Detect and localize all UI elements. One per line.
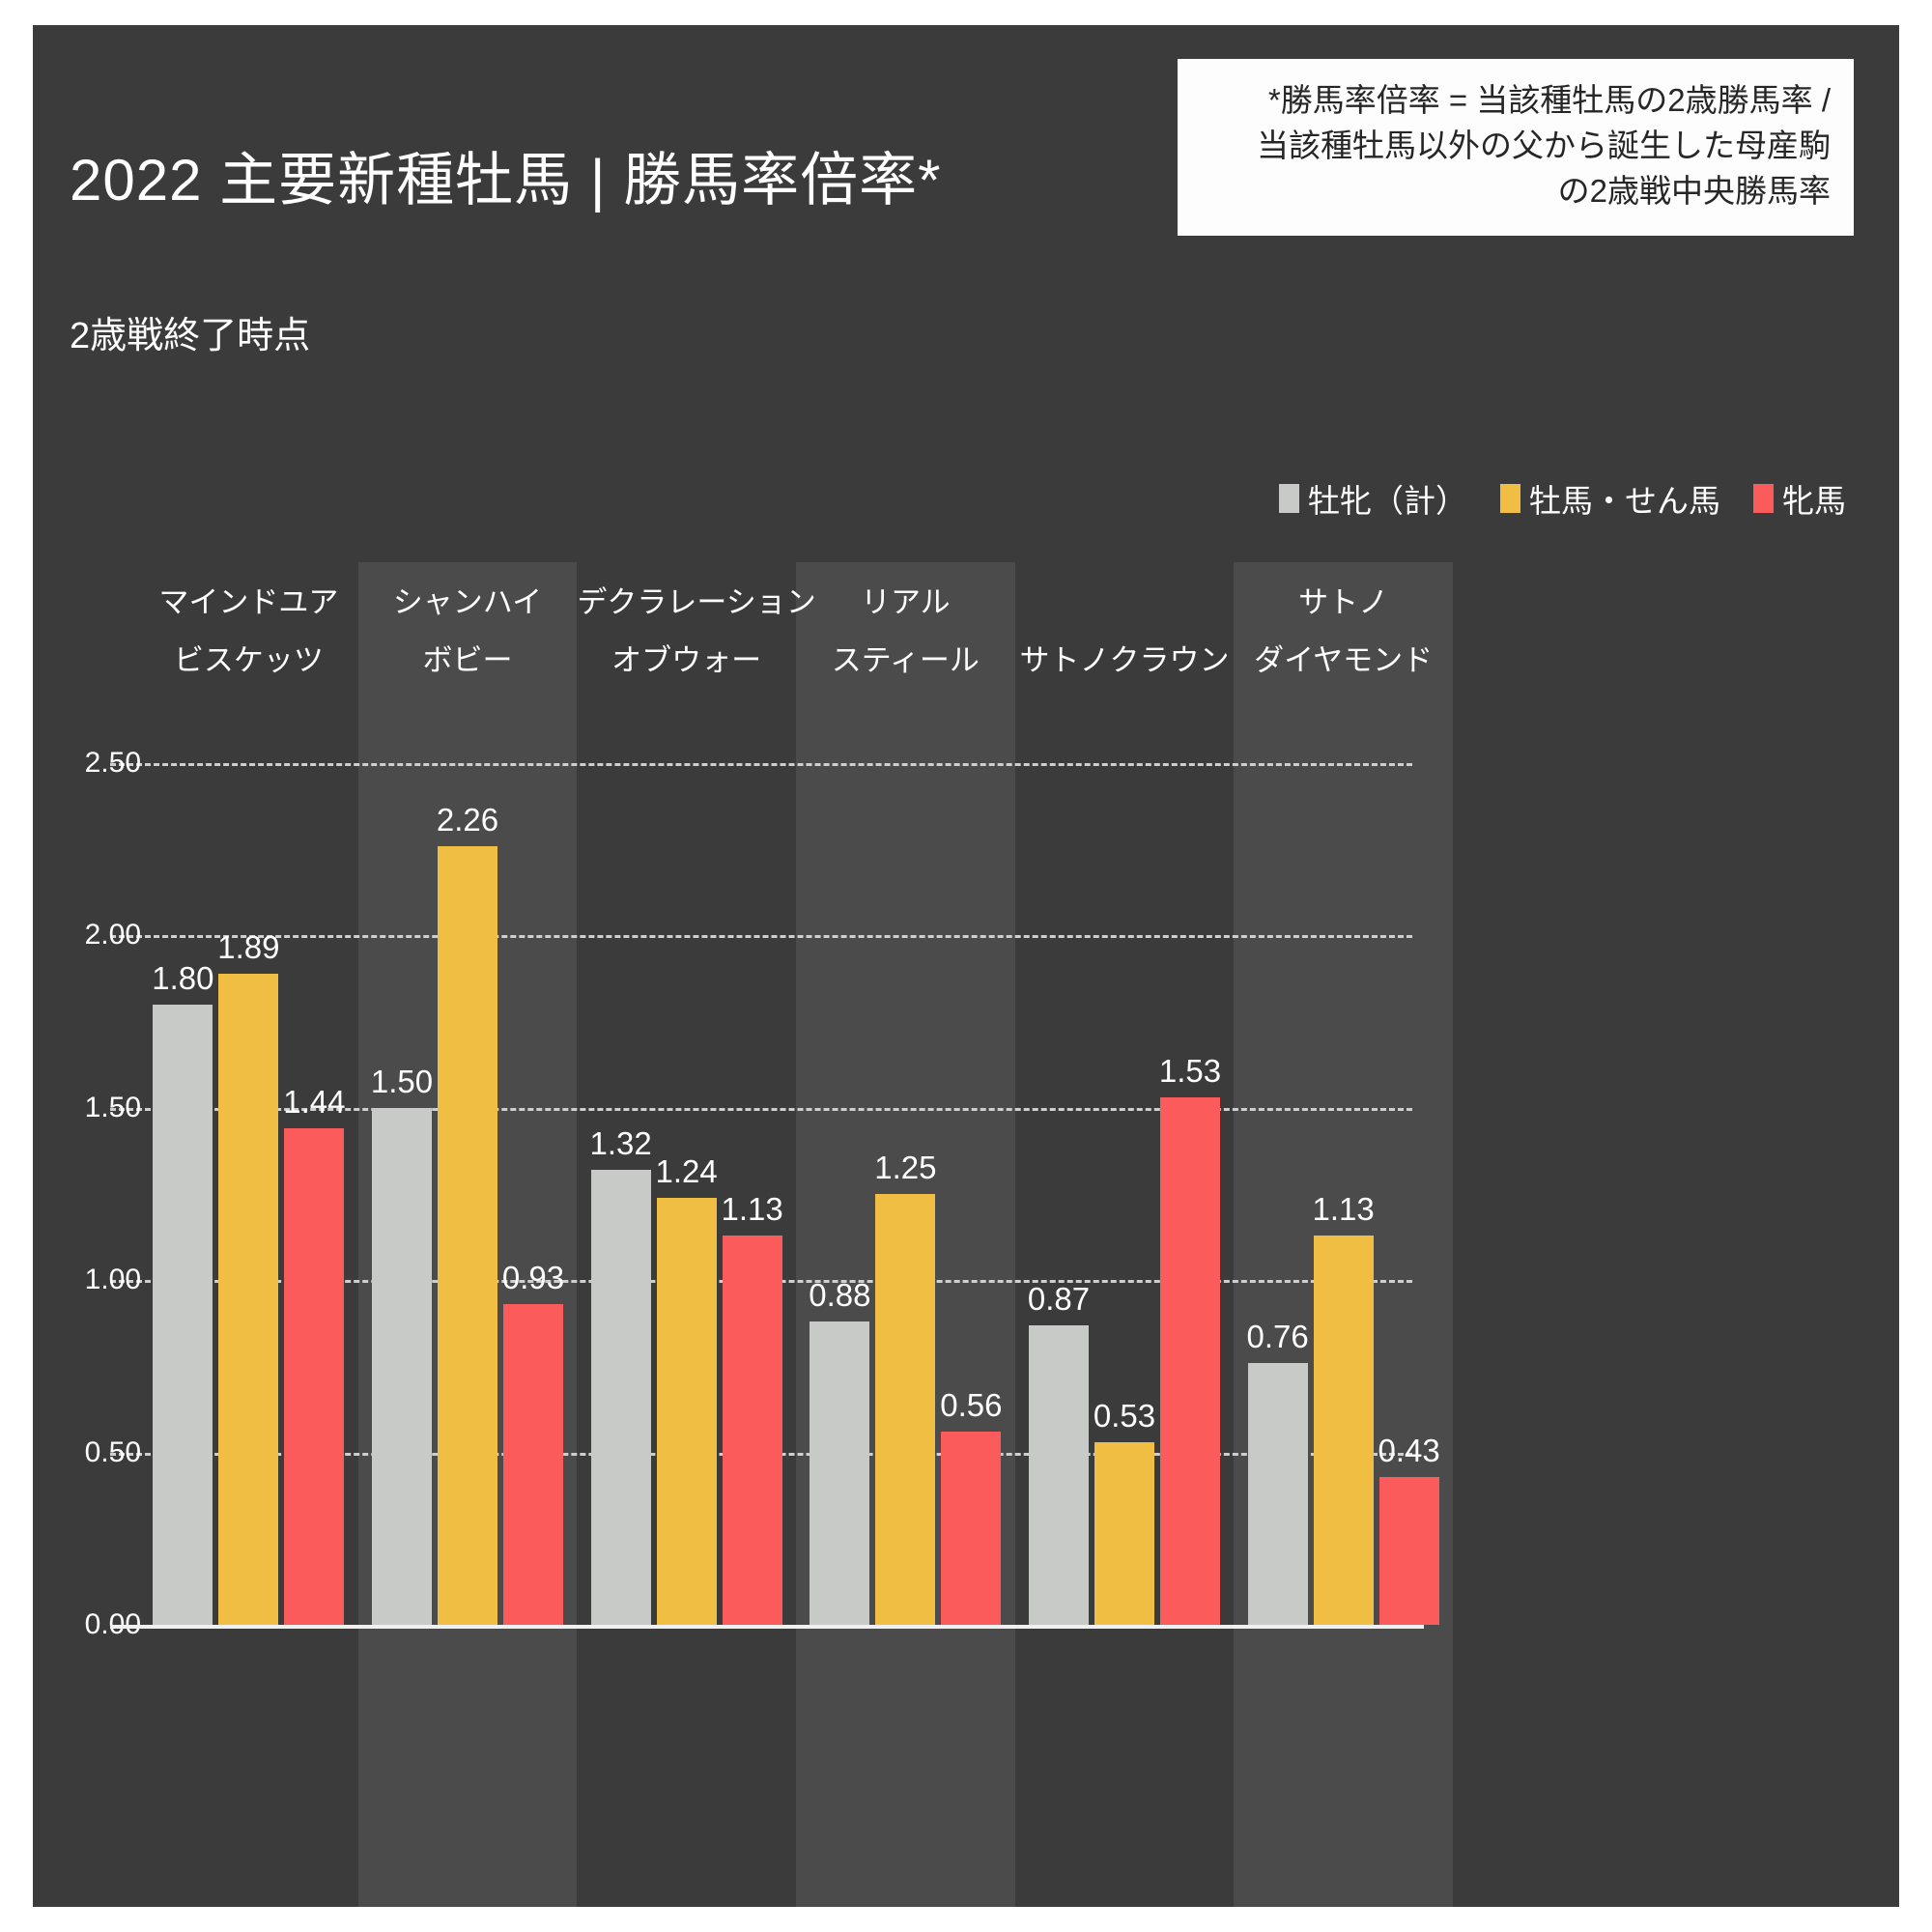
bar[interactable] (438, 845, 497, 1625)
category-header-2: シャンハイ ボビー (358, 574, 578, 691)
y-axis-tick-label: 1.50 (84, 1091, 141, 1123)
legend-label: 牡牝（計） (1308, 483, 1467, 519)
legend-item-2[interactable]: 牡馬・せん馬 (1500, 475, 1720, 522)
bar-value-label: 0.56 (940, 1387, 1003, 1424)
plot-area: 0.00 0.50 1.00 1.50 2.00 2.50 1.80 1.89 1.44 1.50… (33, 25, 1899, 1907)
bar-value-label: 0.76 (1246, 1318, 1309, 1354)
bar-value-label: 1.50 (370, 1063, 434, 1099)
chart-legend: 牡牝（計） 牡馬・せん馬 牝馬 (1279, 475, 1846, 522)
bar[interactable] (153, 1004, 213, 1625)
bar-value-label: 1.44 (283, 1084, 346, 1121)
legend-swatch-icon (1500, 484, 1520, 513)
gridline (110, 1107, 1412, 1111)
gridline (110, 763, 1412, 766)
bar-value-label: 0.87 (1027, 1280, 1091, 1317)
footnote-box: *勝馬率倍率 = 当該種牡馬の2歳勝馬率 / 当該種牡馬以外の父から誕生した母産… (1178, 59, 1854, 236)
bar-value-label: 1.24 (655, 1152, 718, 1189)
bar[interactable] (656, 1197, 717, 1625)
gridline (110, 1452, 1412, 1456)
bar[interactable] (503, 1304, 563, 1625)
category-label-line-1: サトノ (1298, 585, 1389, 619)
category-header-6: サトノ ダイヤモンド (1234, 574, 1453, 691)
y-axis-tick-label: 2.50 (84, 747, 141, 779)
bar-value-label: 0.43 (1378, 1432, 1440, 1468)
category-label-line-1: マインドユア (158, 585, 339, 619)
category-label-line-1: デクラレーション (577, 585, 816, 619)
category-band (1234, 562, 1453, 1907)
bar[interactable] (284, 1128, 345, 1625)
footnote-line-1: *勝馬率倍率 = 当該種牡馬の2歳勝馬率 / (1267, 82, 1831, 118)
bar-value-label: 1.80 (152, 959, 214, 996)
category-band (796, 562, 1015, 1907)
bar[interactable] (1247, 1362, 1308, 1625)
bar-value-label: 1.89 (217, 928, 280, 965)
footnote-line-2: 当該種牡馬以外の父から誕生した母産駒 (1257, 127, 1831, 163)
bar[interactable] (1160, 1097, 1220, 1625)
category-label-line-1: リアル (860, 585, 951, 619)
bar[interactable] (590, 1170, 651, 1625)
y-axis-tick-label: 2.00 (84, 919, 141, 952)
bar[interactable] (810, 1321, 870, 1625)
category-header-5: サトノクラウン (1015, 574, 1235, 691)
category-label-line-2: ボビー (422, 643, 513, 678)
bars-group (33, 25, 1899, 1625)
legend-item-1[interactable]: 牡牝（計） (1279, 475, 1467, 522)
bar-value-label: 2.26 (436, 801, 499, 838)
legend-swatch-icon (1753, 484, 1774, 513)
legend-item-3[interactable]: 牝馬 (1753, 475, 1846, 522)
category-header-4: リアル スティール (796, 574, 1015, 691)
bar-value-label: 1.13 (721, 1190, 783, 1227)
category-label-line-1 (1015, 574, 1235, 632)
category-label-line-2: ビスケッツ (173, 643, 324, 678)
bar[interactable] (1313, 1235, 1374, 1625)
bar[interactable] (1029, 1324, 1089, 1625)
legend-label: 牡馬・せん馬 (1529, 483, 1720, 519)
bar[interactable] (875, 1194, 936, 1625)
gridline (110, 935, 1412, 939)
category-header-1: マインドユア ビスケッツ (139, 574, 358, 691)
category-label-line-2: サトノクラウン (1019, 643, 1230, 678)
bar-value-label: 1.53 (1158, 1053, 1222, 1090)
category-label-line-2: オブウォー (611, 643, 762, 678)
bar[interactable] (1378, 1476, 1439, 1625)
y-axis-tick-label: 0.50 (84, 1435, 141, 1468)
bar-value-label: 0.88 (809, 1277, 871, 1314)
category-label-line-1: シャンハイ (392, 585, 543, 619)
y-axis-tick-label: 1.00 (84, 1264, 141, 1296)
bar[interactable] (941, 1432, 1002, 1625)
page-subtitle: 2歳戦終了時点 (70, 316, 311, 356)
y-axis-tick-label: 0.00 (84, 1608, 141, 1640)
bar-value-label: 0.53 (1093, 1397, 1156, 1434)
x-axis-baseline (110, 1625, 1424, 1629)
category-label-line-2: ダイヤモンド (1254, 643, 1434, 678)
page-title: 2022 主要新種牡馬 | 勝馬率倍率* (70, 148, 942, 213)
bar[interactable] (1094, 1441, 1154, 1625)
legend-label: 牝馬 (1782, 483, 1846, 519)
bar-value-label: 1.13 (1312, 1190, 1375, 1227)
bar[interactable] (722, 1235, 782, 1625)
bar[interactable] (372, 1107, 432, 1625)
chart-canvas: 2022 主要新種牡馬 | 勝馬率倍率* 2歳戦終了時点 *勝馬率倍率 = 当該… (33, 25, 1899, 1907)
bar-value-label: 1.32 (589, 1125, 652, 1162)
category-band (357, 562, 578, 1907)
bar[interactable] (218, 973, 279, 1625)
legend-swatch-icon (1279, 484, 1299, 513)
footnote-line-3: の2歳戦中央勝馬率 (1557, 172, 1831, 209)
category-header-3: デクラレーションオブウォー (577, 574, 816, 691)
bar-value-label: 0.93 (501, 1260, 565, 1296)
gridline (110, 1280, 1412, 1284)
bar-value-label: 1.25 (874, 1150, 937, 1185)
category-label-line-2: スティール (831, 643, 980, 678)
